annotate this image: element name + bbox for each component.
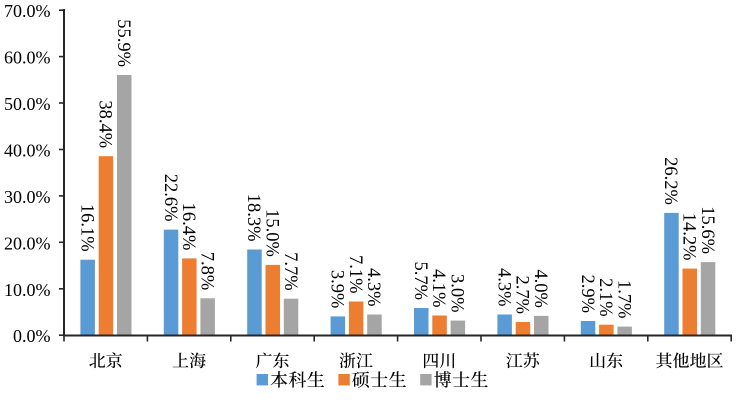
svg-text:2.7%: 2.7% [512,275,532,314]
svg-text:55.9%: 55.9% [113,19,133,67]
svg-text:3.0%: 3.0% [447,274,467,313]
svg-text:2.9%: 2.9% [577,274,597,313]
svg-text:4.1%: 4.1% [428,269,448,308]
svg-text:50.0%: 50.0% [4,94,51,114]
svg-text:2.1%: 2.1% [595,278,615,317]
svg-text:40.0%: 40.0% [4,141,51,161]
svg-text:60.0%: 60.0% [4,48,51,68]
svg-text:7.8%: 7.8% [196,252,216,291]
svg-text:7.1%: 7.1% [345,255,365,294]
svg-text:70.0%: 70.0% [4,1,51,21]
svg-text:1.7%: 1.7% [613,280,633,319]
svg-text:4.0%: 4.0% [530,269,550,308]
svg-text:0.0%: 0.0% [13,326,51,346]
svg-text:14.2%: 14.2% [679,213,699,261]
svg-text:22.6%: 22.6% [160,174,180,222]
svg-text:38.4%: 38.4% [95,100,115,148]
svg-text:18.3%: 18.3% [243,194,263,242]
svg-text:15.0%: 15.0% [261,209,281,257]
svg-text:7.7%: 7.7% [280,252,300,291]
svg-text:30.0%: 30.0% [4,187,51,207]
svg-text:4.3%: 4.3% [493,268,513,307]
svg-text:16.4%: 16.4% [178,203,198,251]
svg-text:5.7%: 5.7% [410,261,430,300]
svg-text:16.1%: 16.1% [76,204,96,252]
svg-text:4.3%: 4.3% [363,268,383,307]
svg-text:26.2%: 26.2% [660,157,680,205]
svg-text:20.0%: 20.0% [4,233,51,253]
svg-text:15.6%: 15.6% [697,206,717,254]
svg-text:3.9%: 3.9% [327,270,347,309]
svg-text:10.0%: 10.0% [4,280,51,300]
